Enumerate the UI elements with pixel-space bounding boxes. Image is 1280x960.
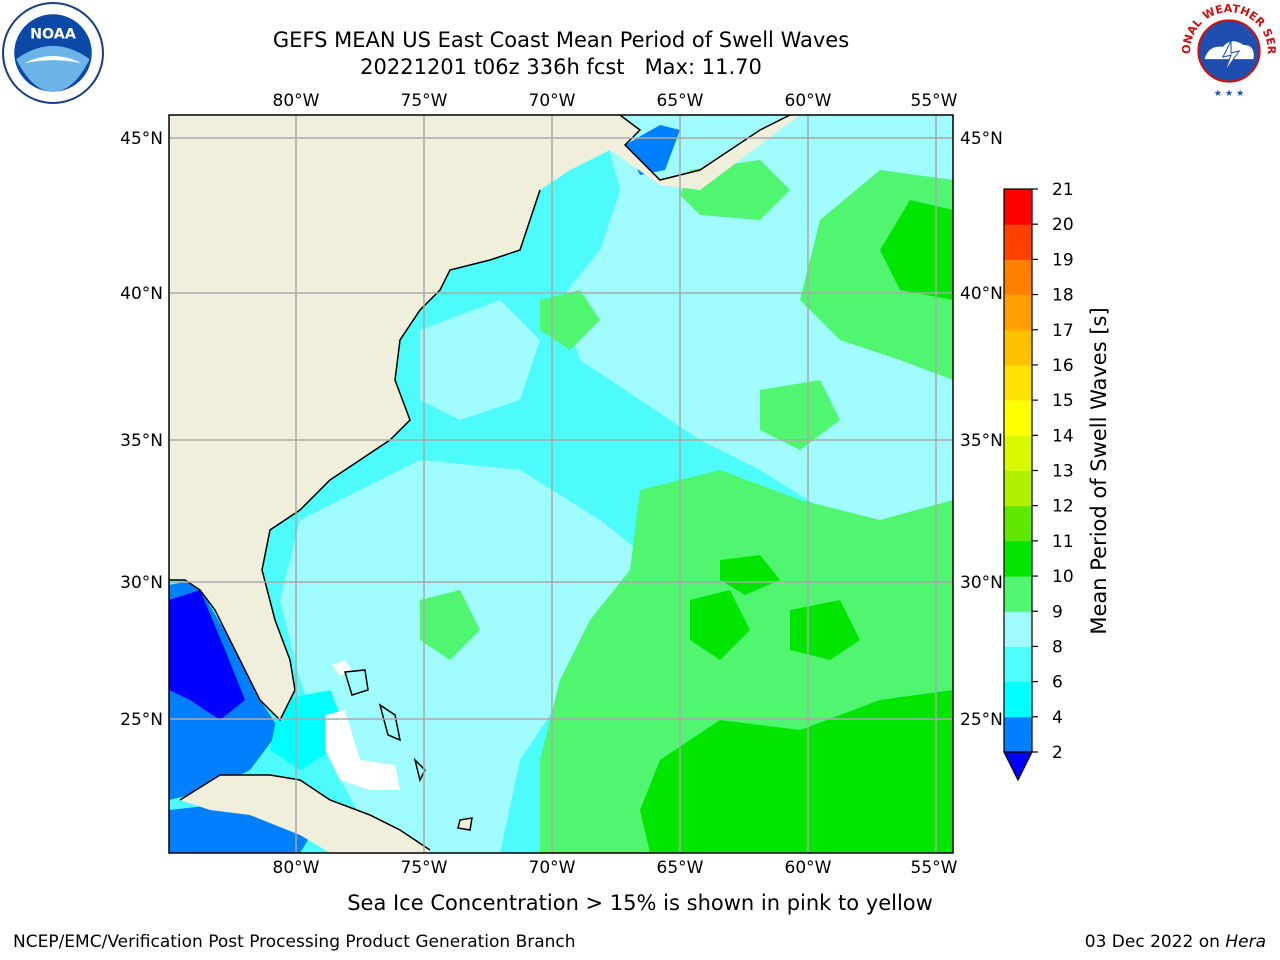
colorbar-tick-label: 6	[1052, 673, 1063, 693]
graticule	[169, 115, 953, 853]
colorbar-segment	[1004, 259, 1032, 296]
colorbar-extend-arrow	[1003, 751, 1033, 782]
sea-ice-note: Sea Ice Concentration > 15% is shown in …	[347, 891, 933, 915]
colorbar-segment	[1004, 576, 1032, 612]
colorbar-segment	[1004, 611, 1032, 647]
colorbar-tick-label: 15	[1052, 391, 1074, 411]
colorbar-tick-label: 13	[1052, 462, 1074, 482]
colorbar: 2 4 6 8 9 10 11 12 13 14 15 16 17 18 19 20 21 Mean Perio…	[1003, 180, 1111, 782]
colorbar-segment	[1004, 189, 1032, 225]
colorbar-tick-label: 18	[1052, 286, 1074, 306]
lat-label: 25°N	[960, 710, 1003, 730]
colorbar-tick-label: 12	[1052, 497, 1074, 517]
colorbar-segment	[1004, 505, 1032, 542]
colorbar-tick-label: 21	[1052, 180, 1074, 200]
lon-label: 70°W	[529, 91, 576, 111]
chart-subtitle: 20221201 t06z 336h fcst Max: 11.70	[360, 55, 762, 79]
lat-label: 40°N	[960, 284, 1003, 304]
colorbar-label: Mean Period of Swell Waves [s]	[1087, 307, 1111, 634]
noaa-logo: NOAA	[2, 2, 104, 104]
period-10-11-zone-south	[640, 690, 953, 853]
lat-labels-right: 45°N 40°N 35°N 30°N 25°N	[960, 129, 1003, 730]
lon-labels-top: 80°W 75°W 70°W 65°W 60°W 55°W	[273, 91, 958, 111]
colorbar-segment	[1004, 470, 1032, 507]
period-10-11-zone-north	[880, 200, 953, 300]
nws-logo: NATIONAL WEATHER SERVICE ★ ★ ★	[1178, 0, 1279, 101]
noaa-logo-text: NOAA	[30, 27, 76, 43]
colorbar-segment	[1004, 364, 1032, 401]
lat-label: 40°N	[120, 284, 163, 304]
coastline	[169, 115, 791, 722]
lon-label: 80°W	[273, 91, 320, 111]
colorbar-tick-label: 10	[1052, 567, 1074, 587]
credit-line: NCEP/EMC/Verification Post Processing Pr…	[13, 932, 576, 952]
lat-label: 45°N	[960, 129, 1003, 149]
land-north-america	[169, 115, 800, 720]
lon-label: 60°W	[785, 858, 832, 878]
colorbar-segment	[1004, 435, 1032, 471]
lat-label: 30°N	[120, 573, 163, 593]
chart-title: GEFS MEAN US East Coast Mean Period of S…	[272, 28, 850, 52]
lat-label: 25°N	[120, 710, 163, 730]
lon-label: 75°W	[401, 858, 448, 878]
colorbar-tick-label: 20	[1052, 215, 1074, 235]
lon-label: 65°W	[657, 91, 704, 111]
lon-label: 80°W	[273, 858, 320, 878]
lat-label: 45°N	[120, 129, 163, 149]
colorbar-tick-label: 16	[1052, 356, 1074, 376]
lon-label: 75°W	[401, 91, 448, 111]
lon-label: 65°W	[657, 858, 704, 878]
period-8-9-zone-south	[280, 460, 650, 853]
host-name: Hera	[1225, 932, 1266, 952]
colorbar-segment	[1004, 400, 1032, 436]
date-stamp-text: 03 Dec 2022 on	[1084, 932, 1226, 952]
colorbar-segment	[1004, 294, 1032, 331]
lat-label: 30°N	[960, 573, 1003, 593]
colorbar-tick-label: 14	[1052, 426, 1074, 446]
svg-text:★ ★ ★: ★ ★ ★	[1214, 88, 1245, 99]
period-under-2-zone-gulf	[169, 590, 245, 720]
lon-label: 55°W	[911, 91, 958, 111]
colorbar-tick-label: 11	[1052, 532, 1074, 552]
lon-label: 60°W	[785, 91, 832, 111]
lat-label: 35°N	[120, 431, 163, 451]
colorbar-tick-label: 17	[1052, 321, 1074, 341]
date-stamp: 03 Dec 2022 on Hera	[1085, 932, 1266, 952]
colorbar-segment	[1004, 646, 1032, 683]
lon-labels-bottom: 80°W 75°W 70°W 65°W 60°W 55°W	[273, 858, 958, 878]
colorbar-tick-label: 2	[1052, 743, 1063, 763]
colorbar-tick-label: 19	[1052, 250, 1074, 270]
colorbar-segment	[1004, 224, 1032, 260]
colorbar-tick-label: 4	[1052, 708, 1063, 728]
lat-labels-left: 45°N 40°N 35°N 30°N 25°N	[120, 129, 163, 730]
no-data-bahamas	[325, 710, 400, 790]
colorbar-tick-label: 8	[1052, 637, 1063, 657]
land-cuba	[180, 775, 430, 853]
map-area	[169, 115, 953, 853]
lat-label: 35°N	[960, 431, 1003, 451]
colorbar-tick-label: 9	[1052, 602, 1063, 622]
lon-label: 70°W	[529, 858, 576, 878]
colorbar-segment	[1004, 681, 1032, 718]
colorbar-segment	[1004, 716, 1032, 753]
lon-label: 55°W	[911, 858, 958, 878]
colorbar-segment	[1004, 540, 1032, 577]
map-frame	[168, 114, 954, 854]
colorbar-segment	[1004, 329, 1032, 366]
